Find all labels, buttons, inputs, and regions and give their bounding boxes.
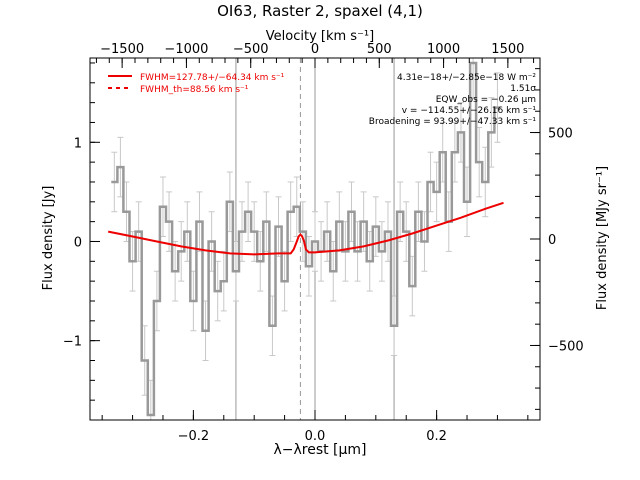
x-top-tick-label: −1000 (164, 42, 208, 57)
y-tick-label: 1 (74, 136, 82, 151)
x-top-tick-label: −500 (233, 42, 269, 57)
annotation-text: Broadening = 93.99+/−47.33 km s⁻¹ (369, 117, 537, 127)
x-top-tick-label: 500 (367, 42, 392, 57)
axes: −0.2 0.0 0.2−1500 −1000 −500 0 500 1000 1500−101… (63, 42, 584, 444)
y-right-tick-label: 0 (548, 233, 556, 248)
y-axis-left-label: Flux density [Jy] (41, 186, 56, 291)
data-series (108, 61, 504, 417)
y-right-tick-label: 500 (548, 127, 573, 142)
annotation-text: EQW_obs = −0.26 μm (436, 95, 536, 105)
x-axis-top-label: Velocity [km s⁻¹] (266, 29, 374, 44)
y-tick-label: −1 (63, 335, 82, 350)
y-right-tick-label: −500 (548, 339, 584, 354)
y-axis-right-label: Flux density [MJy sr⁻¹] (595, 166, 610, 310)
fit-line (108, 201, 504, 256)
x-top-tick-label: 1000 (427, 42, 460, 57)
x-top-tick-label: −1500 (100, 42, 144, 57)
x-top-tick-label: 0 (311, 42, 319, 57)
legend-label: FWHM=127.78+/−64.34 km s⁻¹ (140, 73, 285, 83)
y-tick-label: 0 (74, 235, 82, 250)
legend-label: FWHM_th=88.56 km s⁻¹ (140, 85, 249, 95)
chart-title: OI63, Raster 2, spaxel (4,1) (217, 2, 423, 20)
annotation-text: 1.51σ (510, 84, 536, 94)
legend: FWHM=127.78+/−64.34 km s⁻¹ FWHM_th=88.56 … (108, 73, 285, 95)
annotation-text: v = −114.55+/−26.16 km s⁻¹ (402, 106, 537, 116)
x-axis-bottom-label: λ−λrest [μm] (273, 442, 366, 458)
x-top-tick-label: 1500 (491, 42, 524, 57)
x-tick-label: 0.2 (426, 429, 447, 444)
x-tick-label: 0.0 (305, 429, 326, 444)
annotation-text: 4.31e−18+/−2.85e−18 W m⁻² (397, 73, 536, 83)
x-tick-label: −0.2 (178, 429, 210, 444)
